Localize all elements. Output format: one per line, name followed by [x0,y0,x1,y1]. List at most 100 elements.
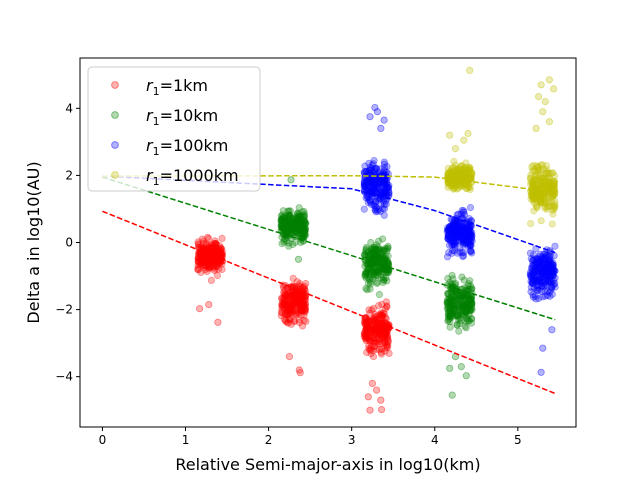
point-r1=1km-2-194 [368,342,376,350]
trend-line-r1=10km [102,176,556,321]
outlier-r1=1000km-6 [537,81,545,89]
point-r1=1km-2-97 [376,324,384,332]
point-r1=1km-2-60 [361,333,370,342]
point-r1=1km-2-123 [381,347,389,355]
point-r1=1km-1-180 [292,302,300,310]
point-r1=1km-2-29 [370,342,379,351]
point-r1=1km-2-219 [377,328,386,336]
point-r1=1km-1-199 [295,318,304,327]
point-r1=1km-2-144 [381,344,389,352]
point-r1=1km-2-107 [370,330,378,338]
point-r1=1km-2-58 [370,337,378,345]
point-r1=1km-2-166 [364,327,373,335]
point-r1=1km-2-3 [384,341,392,349]
point-r1=10km-0-6 [278,216,286,224]
point-r1=1km-1-102 [297,311,305,319]
point-r1=1km-2-87 [383,342,391,351]
point-r1=1km-2-126 [375,324,384,333]
point-r1=1km-1-175 [296,300,304,308]
point-r1=1km-0-36 [202,240,210,248]
point-r1=1km-2-40 [367,328,376,336]
point-r1=10km-0-209 [286,227,294,235]
point-r1=1km-2-68 [363,326,371,334]
point-r1=100km-0-70 [380,211,388,219]
point-r1=1km-1-208 [284,319,292,327]
point-r1=1000km-1-203 [527,180,535,188]
point-r1=100km-0-209 [380,160,389,168]
point-r1=1km-2-45 [368,326,376,335]
point-r1=1km-0-159 [214,258,222,266]
point-r1=10km-0-167 [277,217,285,226]
point-r1=1km-2-17 [381,329,389,337]
point-r1=1km-2-89 [365,326,373,334]
point-r1=1km-0-148 [205,263,213,271]
point-r1=10km-0-139 [300,230,308,238]
outlier-r1=1000km-7 [549,85,558,93]
point-r1=10km-0-77 [298,230,306,238]
point-r1=1km-0-48 [197,252,205,260]
point-r1=1km-1-159 [297,298,305,306]
point-r1=1km-1-50 [295,298,303,306]
point-r1=1km-2-177 [362,332,370,340]
point-r1=1km-0-214 [200,252,208,260]
point-r1=1km-2-51 [367,346,375,354]
point-r1=1km-0-7 [196,254,204,262]
point-r1=1km-1-174 [290,290,298,298]
point-r1=10km-2-215 [453,312,461,320]
point-r1=1km-2-98 [375,338,383,346]
point-r1=1km-1-121 [287,304,295,312]
point-r1=1km-1-217 [285,309,293,317]
point-r1=100km-2-192 [527,283,535,291]
point-r1=1km-2-160 [380,332,388,340]
point-r1=1km-0-70 [204,254,212,262]
outlier-r1=1000km-5 [545,76,554,84]
point-r1=1000km-1-195 [550,205,558,213]
point-r1=10km-1-9 [373,266,381,275]
point-r1=100km-1-218 [462,239,470,247]
point-r1=1km-1-92 [289,294,298,302]
point-r1=1km-2-93 [381,326,390,334]
point-r1=1km-0-37 [214,265,223,273]
point-r1=100km-2-216 [540,254,549,263]
point-r1=1km-2-96 [381,328,389,336]
x-tick-label: 5 [514,433,522,447]
point-r1=10km-0-199 [300,222,308,230]
point-r1=1km-1-126 [289,274,297,282]
point-r1=10km-0-0 [297,221,305,229]
point-r1=1km-1-37 [296,302,304,310]
point-r1=1km-2-25 [371,323,379,331]
point-r1=1km-1-158 [294,290,302,298]
point-r1=1km-1-80 [287,283,295,291]
point-r1=1km-0-9 [194,258,202,266]
point-r1=1km-2-174 [369,346,377,355]
point-r1=1km-1-73 [296,283,305,291]
point-r1=1km-1-9 [288,290,297,298]
point-r1=1km-2-153 [378,345,386,353]
point-r1=10km-1-13 [362,253,370,261]
point-r1=1km-2-67 [361,317,369,326]
point-r1=1km-1-16 [282,316,290,324]
point-r1=1km-0-90 [213,263,221,271]
point-r1=1km-1-166 [301,308,309,316]
point-r1=1km-1-172 [291,310,299,318]
point-r1=1km-1-135 [297,300,305,308]
point-r1=1km-0-94 [217,244,225,252]
point-r1=10km-2-209 [444,309,453,317]
point-r1=1km-2-0 [370,331,378,339]
point-r1=10km-0-117 [279,224,287,232]
point-r1=1km-1-163 [284,299,292,307]
point-r1=1km-2-27 [383,327,391,336]
point-r1=1km-1-31 [285,306,294,314]
point-r1=1km-2-31 [381,326,389,334]
point-r1=1km-2-188 [370,342,378,351]
point-r1=10km-0-65 [285,211,293,219]
outlier-r1=10km-1 [294,255,303,263]
point-r1=1km-2-117 [365,336,373,344]
point-r1=1km-1-24 [295,294,303,302]
point-r1=10km-0-72 [278,224,286,232]
point-r1=1km-1-81 [296,298,304,306]
point-r1=1km-0-6 [214,251,222,259]
point-r1=1km-2-22 [384,338,392,346]
outlier-r1=1000km-0 [466,66,474,75]
